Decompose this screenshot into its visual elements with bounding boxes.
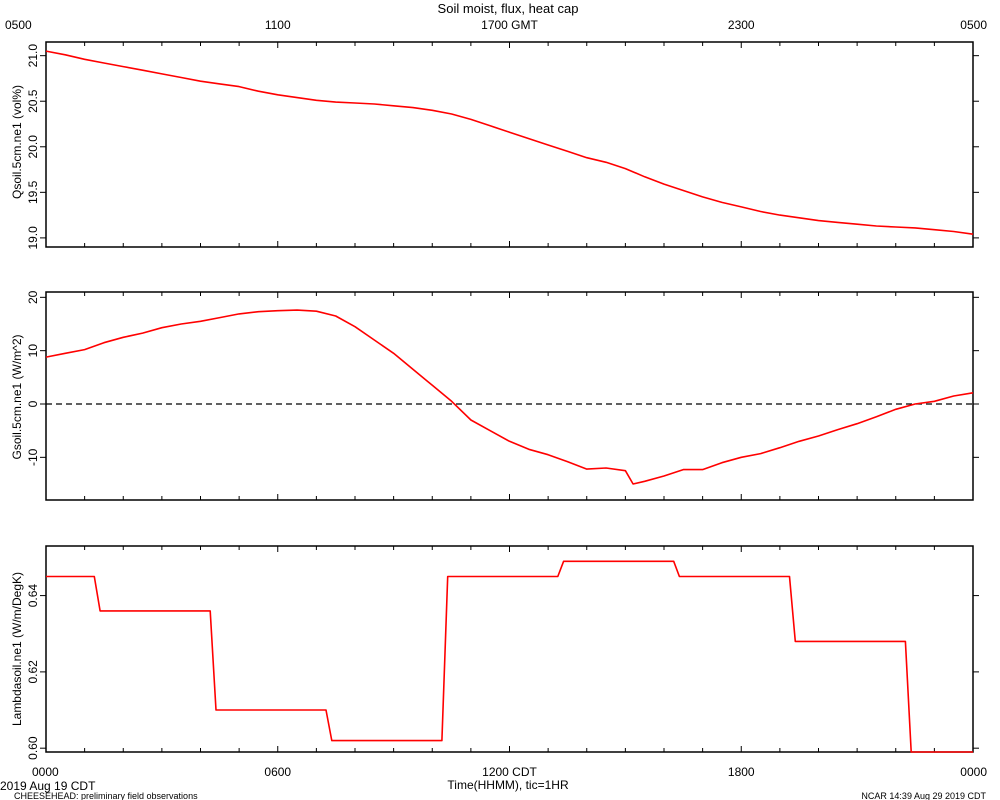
- y-tick-label: 0.64: [26, 584, 40, 608]
- y-tick-label: -10: [26, 448, 40, 466]
- ylabel-thermal-conductivity: Lambdasoil.ne1 (W/m/DegK): [10, 572, 24, 726]
- bottom-tick-label: 0000: [960, 765, 987, 779]
- panel-frame: [45, 41, 974, 248]
- y-tick-label: 20: [26, 290, 40, 304]
- series-line: [45, 50, 974, 235]
- ylabel-soil-moisture: Qsoil.5cm.ne1 (vol%): [10, 85, 24, 199]
- bottom-axis-labels: 0000 0600 1200 CDT 1800 0000: [32, 765, 987, 779]
- y-tick-label: 0: [26, 400, 40, 407]
- y-tick-label: 20.5: [26, 89, 40, 113]
- bottom-tick-label: 1200 CDT: [482, 765, 537, 779]
- panel-soil-moisture: Qsoil.5cm.ne1 (vol%) 19.0 19.5 20.0 20.5 21.…: [10, 41, 979, 250]
- panel-soil-heat-flux: Gsoil.5cm.ne1 (W/m^2) -10 0 10 20: [10, 290, 979, 501]
- top-tick-label: 1700 GMT: [481, 18, 538, 32]
- x-axis-label: Time(HHMM), tic=1HR: [447, 778, 569, 792]
- footer-project: CHEESEHEAD: preliminary field observatio…: [14, 791, 198, 800]
- y-tick-label: 21.0: [26, 44, 40, 68]
- series-line: [45, 309, 974, 485]
- top-tick-label: 1100: [265, 18, 291, 32]
- y-tick-label: 20.0: [26, 135, 40, 159]
- y-tick-label: 19.0: [26, 226, 40, 250]
- bottom-tick-label: 0000: [32, 765, 59, 779]
- top-tick-label: 0500: [5, 18, 32, 32]
- bottom-tick-label: 1800: [728, 765, 755, 779]
- y-tick-label: 10: [26, 344, 40, 358]
- top-axis-labels: 0500 1100 1700 GMT 2300 0500: [5, 18, 987, 32]
- series-line: [46, 560, 973, 753]
- panel-thermal-conductivity: Lambdasoil.ne1 (W/m/DegK) 0.60 0.62 0.64: [10, 545, 979, 760]
- chart-title: Soil moist, flux, heat cap: [438, 1, 579, 16]
- y-tick-label: 0.62: [26, 660, 40, 684]
- top-tick-label: 0500: [960, 18, 987, 32]
- y-tick-label: 19.5: [26, 180, 40, 204]
- top-tick-label: 2300: [728, 18, 755, 32]
- ylabel-soil-heat-flux: Gsoil.5cm.ne1 (W/m^2): [10, 335, 24, 460]
- bottom-tick-label: 0600: [264, 765, 291, 779]
- footer-date: 2019 Aug 19 CDT: [0, 779, 96, 793]
- y-tick-label: 0.60: [26, 736, 40, 760]
- footer-credit: NCAR 14:39 Aug 29 2019 CDT: [861, 791, 986, 800]
